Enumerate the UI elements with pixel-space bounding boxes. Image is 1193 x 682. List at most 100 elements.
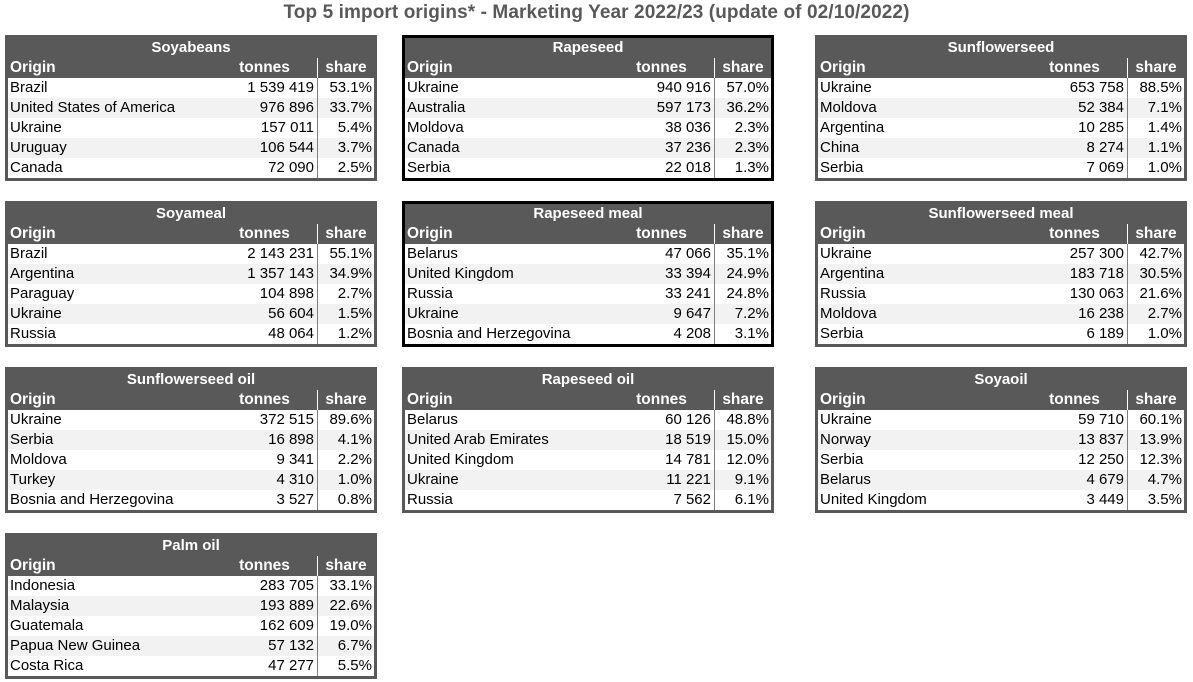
tonnes-cell: 597 173 <box>609 98 715 118</box>
table-row: United States of America 976 896 33.7% <box>8 98 374 118</box>
tonnes-cell: 7 562 <box>609 490 715 510</box>
table-row: Russia 130 063 21.6% <box>818 284 1184 304</box>
origin-cell: Bosnia and Herzegovina <box>407 325 571 342</box>
tonnes-column-header: tonnes <box>1022 224 1128 244</box>
origin-column-header: Origin <box>407 59 453 76</box>
share-cell: 22.6% <box>329 597 372 614</box>
column-header-row: Origin tonnes share <box>8 58 374 78</box>
table-row: Serbia 6 189 1.0% <box>818 324 1184 344</box>
tonnes-cell: 183 718 <box>1022 264 1128 284</box>
tonnes-cell: 4 310 <box>212 470 318 490</box>
origin-cell: China <box>820 139 860 156</box>
table-row: Russia 7 562 6.1% <box>405 490 771 510</box>
tonnes-cell: 33 394 <box>609 264 715 284</box>
share-cell: 89.6% <box>329 411 372 428</box>
origin-cell: Indonesia <box>10 577 76 594</box>
table-row: Russia 33 241 24.8% <box>405 284 771 304</box>
share-cell: 15.0% <box>726 431 769 448</box>
origin-column-header: Origin <box>407 225 453 242</box>
table-row: Paraguay 104 898 2.7% <box>8 284 374 304</box>
share-cell: 7.1% <box>1147 99 1182 116</box>
table-row: United Kingdom 14 781 12.0% <box>405 450 771 470</box>
table-row: Guatemala 162 609 19.0% <box>8 616 374 636</box>
share-cell: 1.3% <box>734 159 769 176</box>
share-cell: 12.0% <box>726 451 769 468</box>
table-row: United Kingdom 3 449 3.5% <box>818 490 1184 510</box>
origin-column-header: Origin <box>820 225 866 242</box>
tonnes-cell: 47 066 <box>609 244 715 264</box>
table-row: Ukraine 257 300 42.7% <box>818 244 1184 264</box>
share-cell: 2.7% <box>337 285 372 302</box>
share-cell: 55.1% <box>329 245 372 262</box>
origin-cell: Russia <box>10 325 56 342</box>
table-row: Ukraine 56 604 1.5% <box>8 304 374 324</box>
share-cell: 1.5% <box>337 305 372 322</box>
origin-cell: United Kingdom <box>820 491 927 508</box>
share-cell: 60.1% <box>1139 411 1182 428</box>
origin-cell: Canada <box>10 159 63 176</box>
origin-cell: Serbia <box>820 325 864 342</box>
tonnes-cell: 104 898 <box>212 284 318 304</box>
origin-cell: Belarus <box>820 471 871 488</box>
share-cell: 2.3% <box>734 139 769 156</box>
table-row: Brazil 1 539 419 53.1% <box>8 78 374 98</box>
origin-cell: Russia <box>407 285 453 302</box>
share-cell: 1.2% <box>337 325 372 342</box>
origin-cell: Russia <box>820 285 866 302</box>
share-column-header: share <box>722 391 764 408</box>
origin-cell: Guatemala <box>10 617 84 634</box>
tonnes-cell: 283 705 <box>212 576 318 596</box>
table-row: Ukraine 157 011 5.4% <box>8 118 374 138</box>
share-cell: 12.3% <box>1139 451 1182 468</box>
column-header-row: Origin tonnes share <box>405 58 771 78</box>
table-row: Belarus 4 679 4.7% <box>818 470 1184 490</box>
table-row: Costa Rica 47 277 5.5% <box>8 656 374 676</box>
share-cell: 1.4% <box>1147 119 1182 136</box>
table-row: United Kingdom 33 394 24.9% <box>405 264 771 284</box>
origin-cell: Serbia <box>407 159 451 176</box>
tonnes-cell: 1 357 143 <box>212 264 318 284</box>
table-row: Moldova 52 384 7.1% <box>818 98 1184 118</box>
tonnes-column-header: tonnes <box>1022 58 1128 78</box>
table-row: Serbia 7 069 1.0% <box>818 158 1184 178</box>
share-cell: 36.2% <box>726 99 769 116</box>
tonnes-cell: 157 011 <box>212 118 318 138</box>
column-header-row: Origin tonnes share <box>818 58 1184 78</box>
origin-cell: Serbia <box>820 159 864 176</box>
origin-cell: Bosnia and Herzegovina <box>10 491 174 508</box>
table-title: Sunflowerseed meal <box>818 204 1184 224</box>
origin-cell: Norway <box>820 431 871 448</box>
tonnes-column-header: tonnes <box>609 390 715 410</box>
table-row: Argentina 1 357 143 34.9% <box>8 264 374 284</box>
table-row: Moldova 16 238 2.7% <box>818 304 1184 324</box>
share-cell: 7.2% <box>734 305 769 322</box>
table-row: Serbia 12 250 12.3% <box>818 450 1184 470</box>
origin-cell: Ukraine <box>407 305 459 322</box>
origin-cell: Argentina <box>10 265 75 282</box>
origin-cell: Malaysia <box>10 597 70 614</box>
origin-cell: Serbia <box>820 451 864 468</box>
tonnes-cell: 12 250 <box>1022 450 1128 470</box>
table-row: Belarus 60 126 48.8% <box>405 410 771 430</box>
share-column-header: share <box>325 225 367 242</box>
tonnes-cell: 56 604 <box>212 304 318 324</box>
table-soyameal: Soyameal Origin tonnes share Brazil 2 143 231… <box>5 201 377 347</box>
origin-cell: Ukraine <box>820 79 872 96</box>
share-cell: 48.8% <box>726 411 769 428</box>
origin-cell: Ukraine <box>407 471 459 488</box>
tonnes-column-header: tonnes <box>609 58 715 78</box>
share-cell: 88.5% <box>1139 79 1182 96</box>
tonnes-cell: 940 916 <box>609 78 715 98</box>
tonnes-column-header: tonnes <box>212 390 318 410</box>
table-row: Australia 597 173 36.2% <box>405 98 771 118</box>
column-header-row: Origin tonnes share <box>8 390 374 410</box>
table-row: Ukraine 653 758 88.5% <box>818 78 1184 98</box>
origin-cell: Moldova <box>407 119 464 136</box>
table-row: Argentina 10 285 1.4% <box>818 118 1184 138</box>
tonnes-cell: 7 069 <box>1022 158 1128 178</box>
origin-cell: Belarus <box>407 245 458 262</box>
tonnes-cell: 193 889 <box>212 596 318 616</box>
tonnes-cell: 14 781 <box>609 450 715 470</box>
share-cell: 21.6% <box>1139 285 1182 302</box>
table-title: Sunflowerseed oil <box>8 370 374 390</box>
